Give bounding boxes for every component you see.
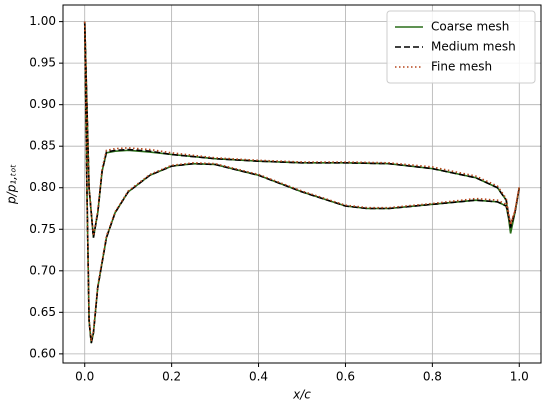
x-tick-label: 1.0 bbox=[510, 370, 529, 384]
legend-box bbox=[386, 10, 536, 84]
plot-frame bbox=[62, 4, 542, 364]
x-tick-label: 0.4 bbox=[249, 370, 268, 384]
x-axis-label: x/c bbox=[292, 388, 311, 402]
y-tick-label: 0.70 bbox=[29, 263, 56, 277]
x-tick-label: 0.6 bbox=[336, 370, 355, 384]
y-tick-label: 0.75 bbox=[29, 222, 56, 236]
legend-label: Fine mesh bbox=[431, 60, 492, 74]
y-tick-label: 1.00 bbox=[29, 14, 56, 28]
y-tick-label: 0.90 bbox=[29, 97, 56, 111]
x-tick-label: 0.0 bbox=[75, 370, 94, 384]
y-tick-label: 0.60 bbox=[29, 346, 56, 360]
y-tick-label: 0.65 bbox=[29, 305, 56, 319]
x-tick-label: 0.8 bbox=[423, 370, 442, 384]
y-tick-label: 0.80 bbox=[29, 180, 56, 194]
x-tick-label: 0.2 bbox=[162, 370, 181, 384]
y-tick-label: 0.95 bbox=[29, 56, 56, 70]
y-axis-label: p/p₁,ₜₒₜ bbox=[5, 164, 19, 205]
series-line bbox=[83, 21, 521, 342]
series-line bbox=[83, 21, 521, 344]
y-tick-label: 0.85 bbox=[29, 139, 56, 153]
legend: Coarse mesh Medium mesh Fine mesh bbox=[386, 10, 536, 84]
legend-label: Coarse mesh bbox=[431, 20, 509, 34]
legend-label: Medium mesh bbox=[431, 40, 516, 54]
